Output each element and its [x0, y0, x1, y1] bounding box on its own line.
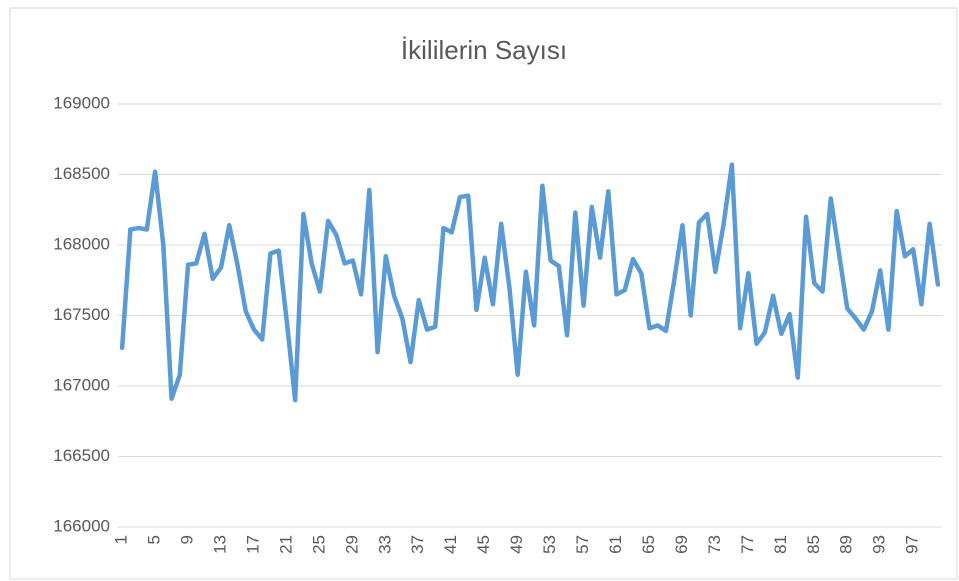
x-tick-label: 5: [145, 535, 164, 544]
x-tick-label: 45: [474, 535, 493, 554]
y-tick-label: 167500: [53, 305, 110, 324]
x-tick-label: 1: [112, 535, 131, 544]
x-tick-label: 53: [540, 535, 559, 554]
y-tick-label: 166500: [53, 446, 110, 465]
y-tick-label: 168000: [53, 234, 110, 253]
x-tick-label: 57: [573, 535, 592, 554]
x-tick-label: 85: [804, 535, 823, 554]
chart-title: İkililerin Sayısı: [401, 35, 567, 65]
x-tick-label: 17: [243, 535, 262, 554]
data-line: [119, 162, 941, 403]
x-tick-label: 81: [771, 535, 790, 554]
x-tick-label: 13: [210, 535, 229, 554]
x-tick-label: 89: [837, 535, 856, 554]
x-tick-label: 25: [309, 535, 328, 554]
x-tick-label: 29: [342, 535, 361, 554]
x-tick-label: 73: [705, 535, 724, 554]
x-tick-label: 65: [639, 535, 658, 554]
x-tick-label: 77: [738, 535, 757, 554]
x-tick-label: 21: [276, 535, 295, 554]
x-tick-label: 33: [375, 535, 394, 554]
y-tick-label: 166000: [53, 516, 110, 535]
x-tick-label: 69: [672, 535, 691, 554]
x-tick-label: 37: [408, 535, 427, 554]
x-tick-label: 97: [903, 535, 922, 554]
x-tick-label: 9: [178, 535, 197, 544]
chart-frame: [9, 7, 958, 580]
y-tick-label: 168500: [53, 164, 110, 183]
x-tick-label: 61: [606, 535, 625, 554]
y-tick-label: 167000: [53, 375, 110, 394]
x-tick-label: 49: [507, 535, 526, 554]
y-tick-label: 169000: [53, 93, 110, 112]
x-tick-label: 41: [441, 535, 460, 554]
x-tick-label: 93: [870, 535, 889, 554]
